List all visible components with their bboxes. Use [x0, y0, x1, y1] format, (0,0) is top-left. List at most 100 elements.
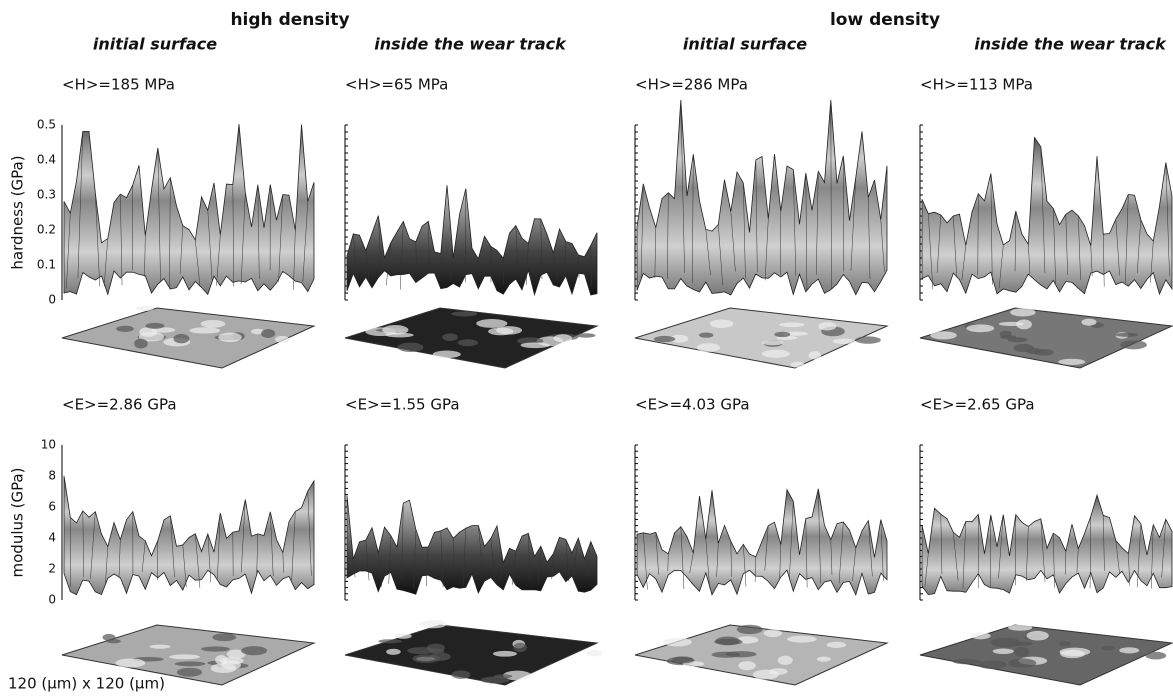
- floor-patch: [827, 642, 846, 648]
- floor-patch: [149, 645, 170, 649]
- floor-patch: [791, 362, 805, 368]
- floor-patch: [855, 336, 881, 343]
- floor-patch: [220, 657, 244, 664]
- floor-patch: [378, 639, 402, 643]
- floor-patch: [1034, 349, 1054, 356]
- surface: [922, 495, 1172, 594]
- floor-patch: [993, 649, 1014, 654]
- floor-patch: [173, 334, 189, 343]
- floor-patch: [261, 329, 275, 338]
- mean-label: <E>=1.55 GPa: [345, 396, 460, 414]
- tick-label: 0.2: [37, 223, 56, 237]
- mean-label: <H>=286 MPa: [635, 76, 748, 94]
- floor-patch: [433, 351, 461, 359]
- floor-patch: [818, 322, 836, 330]
- tick-label: 4: [48, 531, 56, 545]
- column-title: inside the wear track: [974, 35, 1167, 54]
- mean-label: <H>=113 MPa: [920, 76, 1033, 94]
- floor-patch: [1027, 631, 1049, 641]
- floor-patch: [398, 343, 424, 352]
- floor-patch: [970, 632, 990, 639]
- floor-patch: [654, 336, 676, 342]
- tick-label: 0: [48, 593, 56, 607]
- floor-patch: [201, 646, 230, 651]
- mean-label: <E>=4.03 GPa: [635, 396, 750, 414]
- floor-patch: [169, 654, 200, 659]
- surface: [64, 476, 314, 595]
- floor-patch: [930, 331, 956, 339]
- floor-patch: [1115, 333, 1138, 337]
- floor-patch: [663, 638, 692, 647]
- floor-patch: [136, 306, 154, 311]
- floor-patch: [116, 326, 134, 332]
- floor-patch: [1013, 344, 1033, 352]
- surface: [637, 100, 887, 295]
- floor-patch: [212, 633, 236, 641]
- group-title: low density: [830, 10, 940, 30]
- tick-label: 8: [48, 469, 56, 483]
- surface: [64, 124, 314, 294]
- floor-patch: [1102, 646, 1115, 651]
- floor-patch: [779, 322, 805, 327]
- tick-label: 0.4: [37, 153, 56, 167]
- floor-patch: [115, 658, 145, 667]
- floor-patch: [787, 636, 817, 643]
- floor-patch: [714, 639, 743, 645]
- mean-label: <E>=2.86 GPa: [62, 396, 177, 414]
- floor-patch: [395, 633, 412, 639]
- floor-patch: [1008, 642, 1033, 646]
- tick-label: 0.5: [37, 118, 56, 132]
- surface: [347, 185, 597, 295]
- floor-patch: [1014, 647, 1030, 657]
- floor-patch: [496, 326, 522, 334]
- floor-patch: [710, 319, 734, 328]
- tick-label: 2: [48, 562, 56, 576]
- floor-patch: [429, 649, 444, 654]
- floor-patch: [725, 651, 756, 657]
- surface-plots: [62, 100, 1172, 685]
- floor-patch: [671, 656, 693, 663]
- floor-patch: [476, 319, 507, 328]
- floor-patch: [189, 327, 220, 333]
- floor-patch: [1058, 359, 1085, 365]
- mean-label: <E>=2.65 GPa: [920, 396, 1035, 414]
- floor-patch: [1145, 652, 1166, 660]
- tick-label: 6: [48, 500, 56, 514]
- floor-patch: [769, 668, 787, 675]
- floor-patch: [762, 341, 783, 346]
- surface: [347, 496, 597, 595]
- mean-label: <H>=185 MPa: [62, 76, 175, 94]
- floor-map: [345, 625, 597, 685]
- axis-label: hardness (GPa): [9, 155, 27, 269]
- floor-patch: [452, 670, 471, 679]
- floor-patch: [241, 646, 267, 655]
- floor-patch: [978, 660, 1007, 669]
- floor-map: [920, 308, 1172, 368]
- floor-patch: [966, 324, 994, 332]
- floor-patch: [699, 333, 713, 338]
- floor-patch: [419, 620, 447, 628]
- floor-patch: [778, 656, 793, 665]
- floor-patch: [808, 351, 821, 359]
- floor-patch: [1081, 319, 1096, 326]
- floor-patch: [134, 339, 148, 349]
- floor-patch: [1120, 340, 1147, 349]
- floor-patch: [175, 661, 206, 666]
- floor-patch: [697, 343, 720, 352]
- floor-patch: [494, 674, 512, 678]
- floor-patch: [513, 643, 527, 652]
- floor-patch: [1000, 335, 1016, 339]
- tick-label: 0: [48, 293, 56, 307]
- floor-patch: [999, 322, 1024, 326]
- column-title: initial surface: [93, 35, 217, 54]
- floor-patch: [553, 334, 572, 342]
- tick-label: 10: [41, 438, 56, 452]
- floor-patch: [1119, 647, 1139, 653]
- floor-patch: [762, 350, 790, 358]
- floor-patch: [1008, 625, 1032, 631]
- group-title: high density: [230, 10, 349, 30]
- tick-label: 0.1: [37, 258, 56, 272]
- tick-label: 0.3: [37, 188, 56, 202]
- floor-patch: [201, 320, 226, 328]
- column-title: initial surface: [683, 35, 807, 54]
